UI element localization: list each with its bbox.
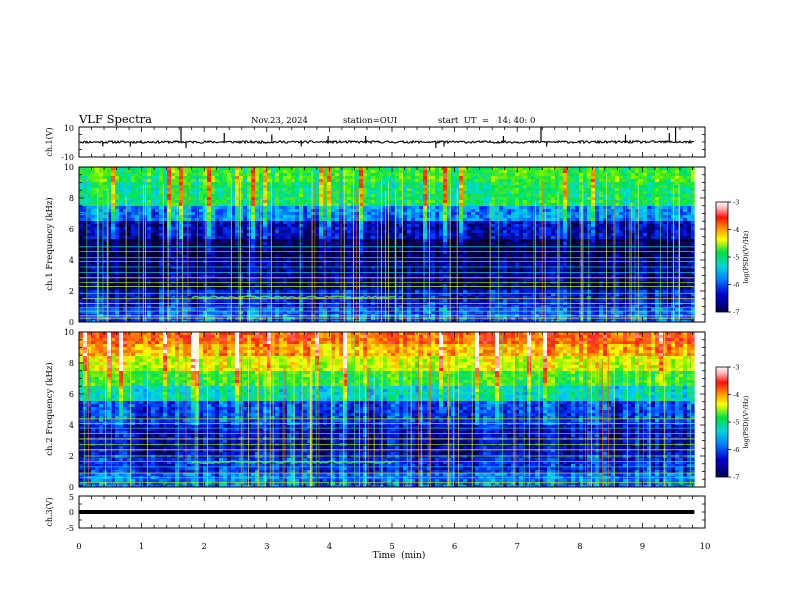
time-tick-label: 1 (139, 542, 144, 552)
time-tick-label: 10 (700, 542, 711, 552)
colorbar-tick-label: -4 (733, 391, 739, 399)
ch1-waveform-ticks (78, 126, 706, 158)
colorbar-gradient (715, 201, 729, 313)
ch3-waveform-panel: 5 0 -5 ch.3(V) 0 1 2 3 4 5 6 7 8 9 10 Time (min) (45, 493, 710, 561)
ch2-spectrogram-panel: 0 2 4 6 8 10 ch.2 Frequency (kHz) (44, 328, 706, 492)
ch3-ytick-bottom: -5 (66, 524, 74, 533)
freq-tick-label: 8 (69, 359, 74, 368)
ch1-colorbar: -3 -4 -5 -6 -7 log(PSD)(V²/Hz) (715, 199, 750, 317)
ch3-ytick-mid: 0 (69, 508, 74, 517)
freq-tick-label: 0 (69, 318, 74, 327)
date-label: Nov.23, 2024 (251, 116, 308, 126)
colorbar-tick-label: -6 (733, 446, 739, 454)
start-time-label: start UT = 14: 40: 0 (438, 116, 535, 126)
freq-tick-label: 2 (69, 452, 74, 461)
colorbar-tick-label: -7 (733, 309, 739, 317)
freq-tick-label: 6 (69, 225, 74, 234)
time-tick-label: 7 (514, 542, 519, 552)
time-tick-label: 0 (76, 542, 81, 552)
ch1-ytick-bottom: -10 (61, 153, 74, 162)
time-tick-label: 5 (389, 542, 394, 552)
ch2-colorbar: -3 -4 -5 -6 -7 log(PSD)(V²/Hz) (715, 364, 750, 482)
time-axis-tick-labels: 0 1 2 3 4 5 6 7 8 9 10 (76, 542, 710, 552)
ch1-spectrogram-panel: 0 2 4 6 8 10 ch.1 Frequency (kHz) (44, 163, 706, 327)
colorbar-label: log(PSD)(V²/Hz) (742, 230, 750, 283)
time-tick-label: 8 (577, 542, 582, 552)
colorbar-tick-label: -4 (733, 226, 739, 234)
colorbar-tick-label: -6 (733, 281, 739, 289)
ch1-freq-tick-labels: 0 2 4 6 8 10 (64, 163, 74, 327)
figure-title: VLF Spectra (78, 112, 152, 126)
colorbar-gradient (715, 366, 729, 478)
freq-tick-label: 0 (69, 483, 74, 492)
ch3-waveform-ylabel: ch.3(V) (45, 497, 54, 526)
time-tick-label: 6 (452, 542, 457, 552)
freq-tick-label: 4 (69, 421, 74, 430)
colorbar-tick-label: -3 (733, 364, 739, 372)
ch1-waveform-line (79, 139, 695, 145)
time-tick-label: 9 (640, 542, 645, 552)
emission-streak (191, 460, 396, 465)
ch1-waveform-ylabel: ch.1(V) (45, 127, 54, 156)
station-label: station=OUI (343, 116, 397, 126)
freq-tick-label: 4 (69, 256, 74, 265)
ch1-ytick-top: 10 (64, 124, 74, 133)
freq-tick-label: 10 (64, 328, 74, 337)
time-axis-label: Time (min) (373, 550, 426, 561)
ch1-waveform-trace (79, 127, 695, 148)
colorbar-label: log(PSD)(V²/Hz) (742, 395, 750, 448)
freq-tick-label: 2 (69, 287, 74, 296)
time-tick-label: 4 (327, 542, 332, 552)
colorbar-tick-label: -5 (733, 254, 739, 262)
emission-streak (191, 295, 396, 300)
ch3-waveform-ticks (78, 495, 706, 529)
ch2-spectrogram-image (79, 332, 695, 487)
colorbar-tick-label: -5 (733, 419, 739, 427)
freq-tick-label: 10 (64, 163, 74, 172)
freq-tick-label: 6 (69, 390, 74, 399)
colorbar-tick-label: -7 (733, 474, 739, 482)
ch1-spectrogram-ticks (78, 166, 706, 323)
ch1-waveform-panel: 10 -10 ch.1(V) (45, 124, 706, 162)
ch2-spectrogram-ticks (78, 331, 706, 488)
time-tick-label: 3 (264, 542, 269, 552)
ch1-spectrogram-image (79, 167, 695, 322)
ch2-freq-tick-labels: 0 2 4 6 8 10 (64, 328, 74, 492)
freq-tick-label: 8 (69, 194, 74, 203)
ch2-spectrogram-ylabel: ch.2 Frequency (kHz) (44, 362, 55, 455)
colorbar-tick-label: -3 (733, 199, 739, 207)
ch1-spectrogram-ylabel: ch.1 Frequency (kHz) (44, 197, 55, 290)
ch3-ytick-top: 5 (69, 493, 74, 502)
time-tick-label: 2 (201, 542, 206, 552)
